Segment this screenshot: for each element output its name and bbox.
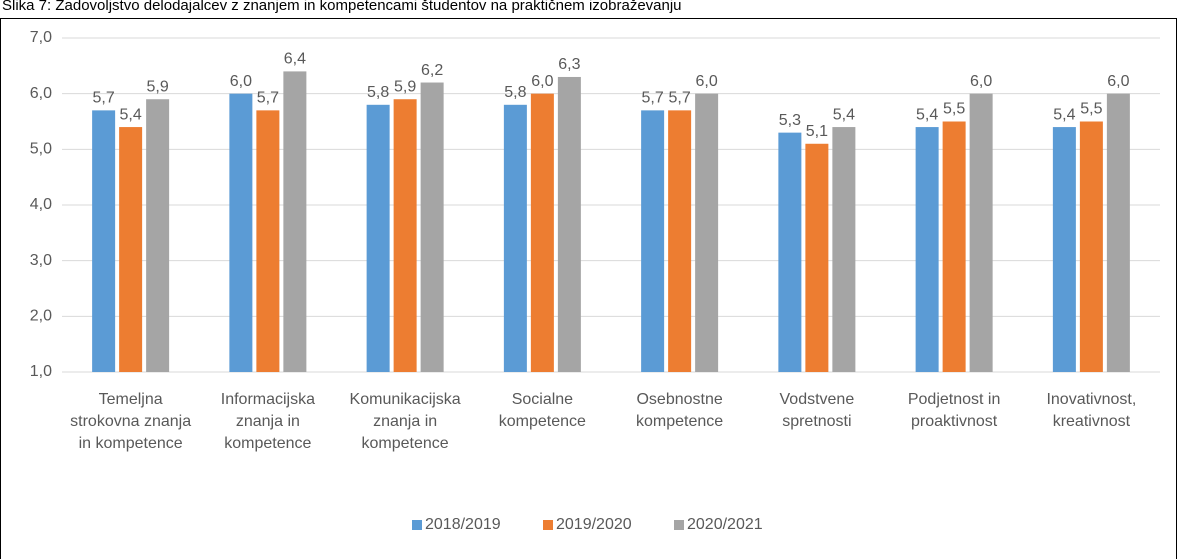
legend-swatch bbox=[674, 520, 684, 530]
data-label: 6,0 bbox=[1107, 73, 1129, 90]
bar bbox=[530, 93, 554, 373]
data-label: 5,7 bbox=[642, 90, 664, 107]
data-label: 5,1 bbox=[806, 123, 828, 140]
data-label: 5,7 bbox=[93, 90, 115, 107]
data-label: 5,7 bbox=[669, 90, 691, 107]
legend-swatch bbox=[543, 520, 553, 530]
data-label: 5,4 bbox=[1053, 106, 1075, 123]
legend-swatch bbox=[412, 520, 422, 530]
y-tick-label: 4,0 bbox=[30, 196, 52, 213]
legend-label: 2018/2019 bbox=[425, 516, 501, 533]
x-tick-label: Osebnostne kompetence bbox=[636, 391, 724, 430]
bar bbox=[283, 71, 307, 373]
bar bbox=[557, 76, 581, 372]
bar bbox=[229, 93, 253, 373]
y-tick-label: 6,0 bbox=[30, 85, 52, 102]
data-label: 6,3 bbox=[558, 56, 580, 73]
bar bbox=[915, 127, 939, 372]
bar bbox=[146, 99, 170, 372]
data-label: 5,8 bbox=[504, 84, 526, 101]
bar bbox=[92, 110, 116, 372]
bar bbox=[366, 104, 390, 373]
data-label: 5,5 bbox=[1080, 101, 1102, 118]
bar bbox=[1052, 127, 1076, 372]
bar bbox=[805, 143, 829, 372]
bar bbox=[1079, 121, 1103, 372]
x-tick-label: Komunikacijska znanja in kompetence bbox=[349, 391, 461, 452]
data-label: 5,4 bbox=[833, 106, 855, 123]
x-tick-label: Podjetnost in proaktivnost bbox=[907, 391, 1001, 430]
bar bbox=[942, 121, 966, 372]
bar bbox=[119, 127, 143, 372]
data-label: 6,0 bbox=[230, 73, 252, 90]
data-label: 5,4 bbox=[916, 106, 938, 123]
data-label: 6,4 bbox=[284, 51, 306, 68]
bar bbox=[420, 82, 444, 373]
legend-label: 2019/2020 bbox=[556, 516, 632, 533]
x-tick-label: Temeljna strokovna znanja in kompetence bbox=[70, 391, 192, 452]
bar bbox=[503, 104, 527, 373]
x-tick-label: Socialne kompetence bbox=[498, 391, 586, 430]
y-tick-label: 2,0 bbox=[30, 308, 52, 325]
x-tick-label: Informacijska znanja in kompetence bbox=[220, 391, 315, 452]
legend-label: 2020/2021 bbox=[687, 516, 763, 533]
data-label: 6,0 bbox=[696, 73, 718, 90]
data-label: 5,7 bbox=[257, 90, 279, 107]
data-label: 6,2 bbox=[421, 62, 443, 79]
data-label: 6,0 bbox=[970, 73, 992, 90]
x-tick-label: Inovativnost, kreativnost bbox=[1046, 391, 1137, 430]
bar bbox=[641, 110, 665, 372]
data-label: 5,5 bbox=[943, 101, 965, 118]
data-label: 5,3 bbox=[779, 112, 801, 129]
bar bbox=[256, 110, 280, 372]
data-label: 6,0 bbox=[531, 73, 553, 90]
bar bbox=[969, 93, 993, 373]
bar bbox=[668, 110, 692, 372]
frame bbox=[0, 18, 1177, 559]
data-label: 5,9 bbox=[394, 78, 416, 95]
data-label: 5,8 bbox=[367, 84, 389, 101]
data-label: 5,9 bbox=[147, 78, 169, 95]
chart-title: Slika 7: Zadovoljstvo delodajalcev z zna… bbox=[2, 0, 682, 14]
bar bbox=[778, 132, 802, 372]
y-tick-label: 5,0 bbox=[30, 141, 52, 158]
bar bbox=[695, 93, 719, 373]
bar bbox=[832, 127, 856, 372]
y-tick-label: 1,0 bbox=[30, 363, 52, 380]
y-tick-label: 7,0 bbox=[30, 29, 52, 46]
data-label: 5,4 bbox=[120, 106, 142, 123]
bar bbox=[1106, 93, 1130, 373]
bar bbox=[393, 99, 417, 372]
y-tick-label: 3,0 bbox=[30, 252, 52, 269]
x-tick-label: Vodstvene spretnosti bbox=[779, 391, 855, 430]
